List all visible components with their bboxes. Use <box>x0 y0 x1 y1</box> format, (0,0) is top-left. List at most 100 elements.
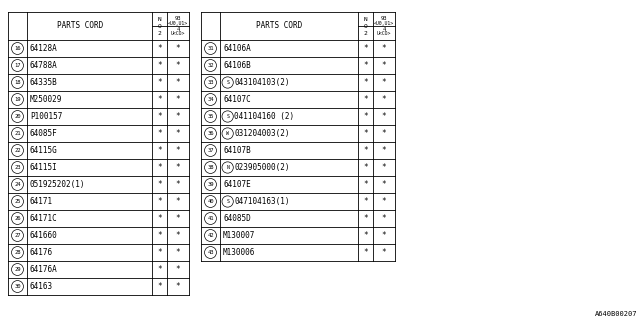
Text: *: * <box>363 61 368 70</box>
Text: 93: 93 <box>175 17 181 21</box>
Text: 36: 36 <box>207 131 214 136</box>
Text: 35: 35 <box>207 114 214 119</box>
Text: 64107B: 64107B <box>223 146 251 155</box>
Text: 041104160 (2): 041104160 (2) <box>234 112 294 121</box>
Text: *: * <box>176 112 180 121</box>
Text: *: * <box>176 197 180 206</box>
Text: *: * <box>176 265 180 274</box>
Text: 33: 33 <box>207 80 214 85</box>
Text: *: * <box>363 44 368 53</box>
Text: 2: 2 <box>364 31 367 36</box>
Text: 64085F: 64085F <box>30 129 58 138</box>
Text: S: S <box>226 80 229 85</box>
Text: O: O <box>364 24 367 29</box>
Text: 19: 19 <box>14 97 20 102</box>
Text: *: * <box>363 248 368 257</box>
Text: *: * <box>363 146 368 155</box>
Text: *: * <box>381 112 387 121</box>
Text: 031204003(2): 031204003(2) <box>234 129 290 138</box>
Text: 043104103(2): 043104103(2) <box>234 78 290 87</box>
Text: *: * <box>176 129 180 138</box>
Text: *: * <box>363 112 368 121</box>
Text: 64335B: 64335B <box>30 78 58 87</box>
Text: 4: 4 <box>177 27 180 32</box>
Text: *: * <box>381 248 387 257</box>
Text: P100157: P100157 <box>30 112 62 121</box>
Text: *: * <box>157 112 162 121</box>
Text: M130007: M130007 <box>223 231 255 240</box>
Text: O: O <box>157 24 161 29</box>
Text: 20: 20 <box>14 114 20 119</box>
Text: 28: 28 <box>14 250 20 255</box>
Text: 047104163(1): 047104163(1) <box>234 197 290 206</box>
Text: 64106B: 64106B <box>223 61 251 70</box>
Text: *: * <box>381 180 387 189</box>
Text: 64085D: 64085D <box>223 214 251 223</box>
Text: M250029: M250029 <box>30 95 62 104</box>
Text: S: S <box>226 114 229 119</box>
Text: PARTS CORD: PARTS CORD <box>257 21 303 30</box>
Text: *: * <box>381 214 387 223</box>
Text: *: * <box>176 146 180 155</box>
Text: *: * <box>157 78 162 87</box>
Text: *: * <box>157 163 162 172</box>
Text: 64107E: 64107E <box>223 180 251 189</box>
Text: 43: 43 <box>207 250 214 255</box>
Text: 40: 40 <box>207 199 214 204</box>
Text: *: * <box>381 231 387 240</box>
Text: *: * <box>176 61 180 70</box>
Text: <U0,U1>: <U0,U1> <box>374 21 394 26</box>
Text: *: * <box>381 44 387 53</box>
Text: 64176: 64176 <box>30 248 53 257</box>
Text: <U0,U1>: <U0,U1> <box>168 21 188 26</box>
Text: U<CO>: U<CO> <box>377 31 391 36</box>
Text: 64106A: 64106A <box>223 44 251 53</box>
Text: 64128A: 64128A <box>30 44 58 53</box>
Text: *: * <box>176 180 180 189</box>
Text: 023905000(2): 023905000(2) <box>234 163 290 172</box>
Text: 64115G: 64115G <box>30 146 58 155</box>
Text: *: * <box>176 95 180 104</box>
Text: *: * <box>363 95 368 104</box>
Text: 2: 2 <box>157 31 161 36</box>
Text: *: * <box>157 180 162 189</box>
Text: *: * <box>176 78 180 87</box>
Text: 26: 26 <box>14 216 20 221</box>
Text: N: N <box>364 17 367 22</box>
Text: 641660: 641660 <box>30 231 58 240</box>
Text: *: * <box>157 146 162 155</box>
Text: *: * <box>176 282 180 291</box>
Text: 64171: 64171 <box>30 197 53 206</box>
Text: *: * <box>157 129 162 138</box>
Text: *: * <box>176 214 180 223</box>
Text: *: * <box>157 197 162 206</box>
Text: *: * <box>363 214 368 223</box>
Text: 64115I: 64115I <box>30 163 58 172</box>
Text: N: N <box>157 17 161 22</box>
Text: 38: 38 <box>207 165 214 170</box>
Text: *: * <box>176 248 180 257</box>
Text: *: * <box>363 78 368 87</box>
Text: 051925202(1): 051925202(1) <box>30 180 86 189</box>
Text: 41: 41 <box>207 216 214 221</box>
Text: 17: 17 <box>14 63 20 68</box>
Text: 93: 93 <box>381 17 387 21</box>
Text: 42: 42 <box>207 233 214 238</box>
Text: U<CO>: U<CO> <box>171 31 185 36</box>
Text: 16: 16 <box>14 46 20 51</box>
Text: A640B00207: A640B00207 <box>595 311 637 317</box>
Text: *: * <box>157 265 162 274</box>
Text: 21: 21 <box>14 131 20 136</box>
Text: *: * <box>363 180 368 189</box>
Text: PARTS CORD: PARTS CORD <box>57 21 103 30</box>
Text: 22: 22 <box>14 148 20 153</box>
Text: *: * <box>363 129 368 138</box>
Text: 39: 39 <box>207 182 214 187</box>
Text: 30: 30 <box>14 284 20 289</box>
Text: *: * <box>381 197 387 206</box>
Text: 29: 29 <box>14 267 20 272</box>
Text: *: * <box>363 197 368 206</box>
Text: *: * <box>381 61 387 70</box>
Text: *: * <box>381 78 387 87</box>
Text: 64171C: 64171C <box>30 214 58 223</box>
